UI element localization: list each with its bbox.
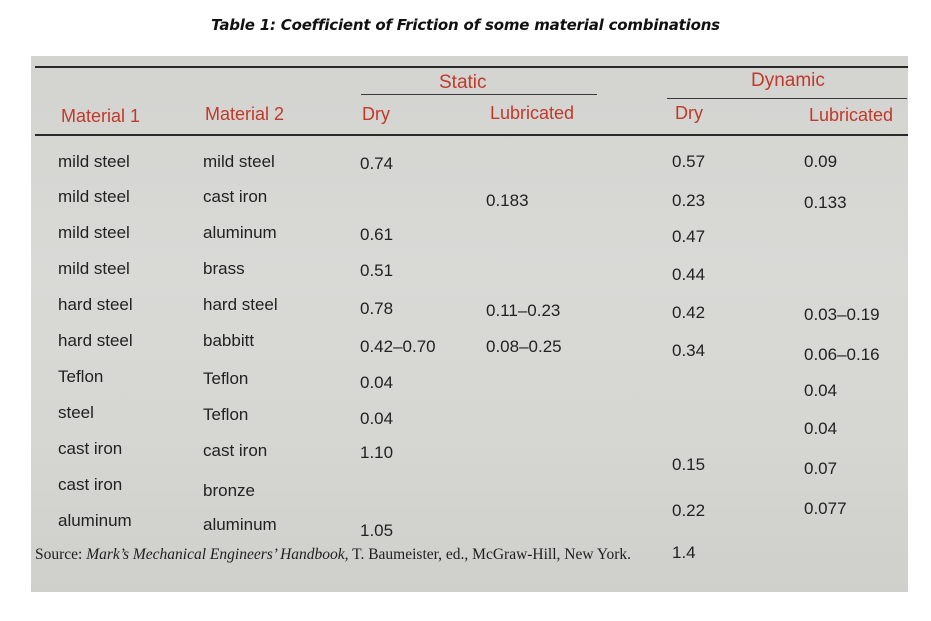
cell-dynamic-lubricated: 0.06–0.16: [804, 345, 880, 364]
table-photo: Static Dynamic Material 1 Material 2 Dry…: [31, 56, 908, 592]
cell-dynamic-dry: 0.42: [672, 303, 706, 322]
top-rule: [35, 66, 908, 68]
cell-material-2: Teflon: [203, 405, 249, 424]
cell-dynamic-dry: 0.34: [672, 341, 706, 360]
cell-material-2: bronze: [203, 481, 255, 500]
cell-material-1: aluminum: [58, 511, 132, 530]
cell-material-1: steel: [58, 403, 94, 422]
cell-material-2: cast iron: [203, 441, 268, 460]
dynamic-rule: [667, 98, 907, 99]
cell-static-lubricated: 0.08–0.25: [486, 337, 562, 356]
cell-material-2: mild steel: [203, 152, 275, 171]
header-dynamic-lubricated: Lubricated: [809, 105, 894, 125]
header-dynamic-dry: Dry: [675, 103, 703, 123]
cell-static-dry: 0.74: [360, 154, 394, 173]
cell-material-2: aluminum: [203, 223, 277, 242]
cell-dynamic-lubricated: 0.04: [804, 419, 838, 438]
cell-material-2: hard steel: [203, 295, 278, 314]
source-rest: T. Baumeister, ed., McGraw-Hill, New Yor…: [352, 546, 632, 563]
cell-material-2: Teflon: [203, 369, 249, 388]
group-dynamic: Dynamic: [751, 70, 825, 91]
cell-dynamic-dry: 0.57: [672, 152, 706, 171]
group-static: Static: [439, 72, 487, 93]
cell-dynamic-dry: 0.47: [672, 227, 706, 246]
cell-material-1: mild steel: [58, 259, 130, 278]
cell-dynamic-lubricated: 0.03–0.19: [804, 305, 880, 324]
cell-material-2: babbitt: [203, 331, 255, 350]
source-prefix: Source:: [35, 546, 83, 563]
header-material-1: Material 1: [61, 106, 141, 126]
cell-dynamic-dry: 0.23: [672, 191, 706, 210]
cell-material-1: cast iron: [58, 475, 123, 494]
cell-material-1: hard steel: [58, 331, 133, 350]
header-rule: [35, 134, 908, 136]
cell-dynamic-lubricated: 0.077: [804, 499, 847, 518]
cell-material-1: mild steel: [58, 152, 130, 171]
cell-material-2: aluminum: [203, 515, 277, 534]
cell-material-1: mild steel: [58, 223, 130, 242]
cell-dynamic-dry: 1.4: [672, 543, 696, 562]
cell-material-2: brass: [203, 259, 245, 278]
cell-static-lubricated: 0.11–0.23: [486, 301, 561, 320]
cell-dynamic-lubricated: 0.04: [804, 381, 838, 400]
cell-static-dry: 1.10: [360, 443, 394, 462]
cell-dynamic-lubricated: 0.133: [804, 193, 847, 212]
cell-static-dry: 0.42–0.70: [360, 337, 436, 356]
cell-static-dry: 0.78: [360, 299, 394, 318]
header-static-dry: Dry: [362, 104, 390, 124]
cell-dynamic-dry: 0.22: [672, 501, 706, 520]
cell-material-1: mild steel: [58, 187, 130, 206]
cell-static-dry: 0.61: [360, 225, 394, 244]
header-material-2: Material 2: [205, 104, 285, 124]
source-book: Mark’s Mechanical Engineers’ Handbook,: [86, 546, 349, 563]
cell-static-dry: 0.04: [360, 409, 394, 428]
table-caption: Table 1: Coefficient of Friction of some…: [211, 16, 720, 34]
cell-material-1: cast iron: [58, 439, 123, 458]
cell-material-1: hard steel: [58, 295, 133, 314]
cell-dynamic-lubricated: 0.09: [804, 152, 838, 171]
cell-material-1: Teflon: [58, 367, 104, 386]
cell-dynamic-dry: 0.15: [672, 455, 706, 474]
source-citation: Source: Mark’s Mechanical Engineers’ Han…: [35, 546, 631, 564]
cell-static-dry: 0.04: [360, 373, 394, 392]
cell-static-lubricated: 0.183: [486, 191, 529, 210]
cell-static-dry: 1.05: [360, 521, 394, 540]
static-rule: [361, 94, 597, 95]
cell-static-dry: 0.51: [360, 261, 394, 280]
header-static-lubricated: Lubricated: [490, 103, 575, 123]
cell-dynamic-lubricated: 0.07: [804, 459, 838, 478]
cell-dynamic-dry: 0.44: [672, 265, 706, 284]
cell-material-2: cast iron: [203, 187, 268, 206]
